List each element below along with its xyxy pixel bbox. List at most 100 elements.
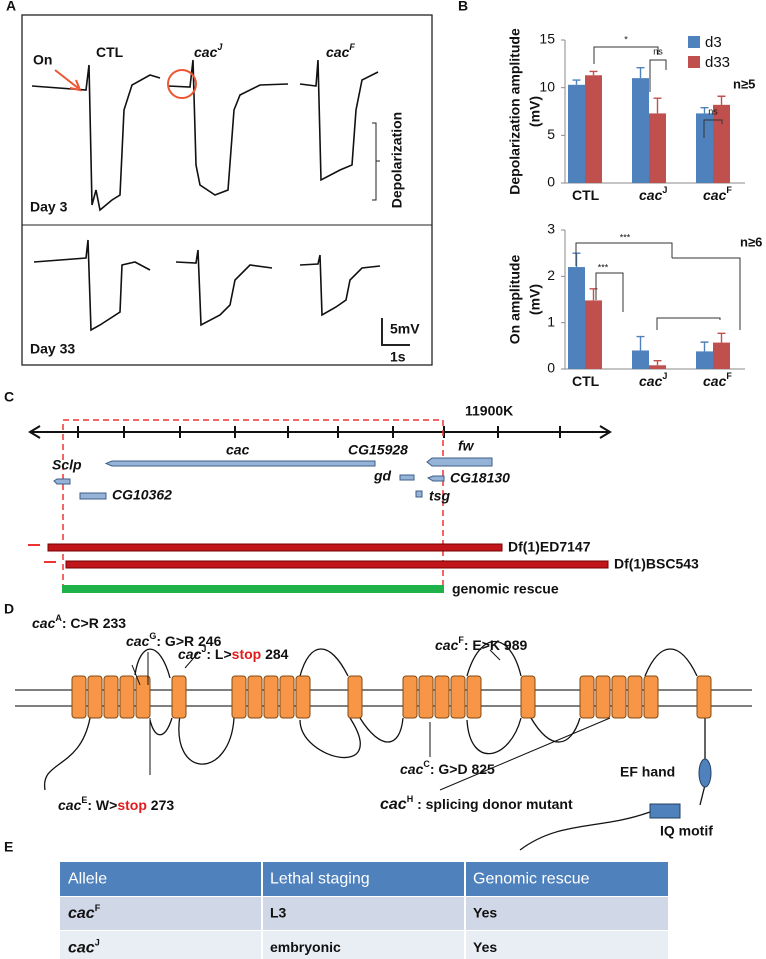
error-bar [572,79,581,85]
ef-hand-label: EF hand [620,764,675,780]
tm-segments [71,675,712,719]
error-bar [589,70,598,76]
on-label: On [33,52,52,68]
error-bar [636,335,645,351]
axis-arrows [28,425,612,439]
gene-bars [53,457,493,500]
x-tick-label: cacF [703,371,732,388]
trace [175,249,273,327]
error-bar [653,97,662,114]
text-part: cac [68,940,95,957]
legend-label: d3 [705,34,722,51]
tm-segment [171,675,187,719]
text-part: cac [400,761,424,777]
deficiency-label: Df(1)BSC543 [614,556,699,572]
text-part: : G>D 825 [430,761,495,777]
bar [632,78,649,183]
text-part: cac [126,633,150,649]
x-tick-label: cacF [703,185,732,202]
gene-label: fw [458,438,475,454]
table-cell: cacJ [68,938,100,957]
mutation-label: cacG: G>R 246 [126,631,222,648]
text-part: cac [58,797,82,813]
y-tick-label: 0 [547,360,555,376]
gene-label: gd [373,468,392,484]
error-bar [700,341,709,352]
iq-motif [649,803,681,819]
text-part: stop [117,797,147,813]
tm-segment [247,675,263,719]
sig-label: *** [598,262,609,272]
table-cell: Yes [473,905,497,921]
bracket [372,122,380,201]
y-axis-label: (mV) [527,284,543,315]
iq-motif-label: IQ motif [660,823,713,839]
header-cell: Allele [68,871,107,888]
mutation-label: cacJ: L>stop 284 [178,644,289,661]
text-part: J [662,185,667,195]
text-part: cac [178,646,202,662]
tm-segment [295,675,311,719]
mutation-label: cacA: C>R 233 [32,613,126,630]
panel-label: D [4,601,14,617]
rescue-label: genomic rescue [452,581,559,597]
trace [31,64,161,212]
text-part: J [201,644,206,654]
deficiency-label: Df(1)ED7147 [508,539,591,555]
y-axis-label: Depolarization amplitude [507,28,523,195]
gene-label: CG18130 [450,470,510,486]
arrow [54,69,82,92]
x-tick-label: CTL [572,373,600,389]
bar [632,350,649,369]
scale-bar [381,318,410,346]
y-tick-label: 15 [539,31,555,47]
scale-t: 1s [390,349,406,365]
text-part: F [95,903,101,913]
text-part: F [726,185,732,195]
tm-segment [418,675,434,719]
tm-segment [466,675,482,719]
y-tick-label: 5 [547,126,555,142]
gene-label: tsg [429,488,450,504]
text-part: : splicing donor mutant [413,796,573,812]
trace [299,254,381,317]
text-part: H [407,794,414,804]
highlight-circle [167,69,197,99]
gene-label: CG10362 [112,487,172,503]
sig-bracket [593,46,723,138]
condition: cacJ [194,42,223,59]
y-axis-label: On amplitude [507,255,523,345]
tm-segment [402,675,418,719]
error-bar [636,66,645,79]
panel-label: E [4,839,13,855]
mutation-label: cacF: E>K 989 [435,635,527,652]
error-bar [653,359,662,366]
panel-label: B [458,0,468,14]
position-label: 11900K [465,403,513,419]
mutation-label: cacC: G>D 825 [400,759,495,776]
tm-segment [643,675,659,719]
x-tick-label: cacJ [639,371,667,388]
tm-segment [579,675,595,719]
bar [568,84,585,183]
gene-label: cac [226,442,250,458]
gene-label: Sclp [52,457,82,473]
day-label: Day 33 [30,341,75,357]
header-cell: Lethal staging [270,871,370,888]
text-part: C [423,759,430,769]
table-cell: Yes [473,939,497,955]
bar [585,300,602,369]
text-part: cac [639,187,663,203]
condition: cacF [326,42,355,59]
tm-segment [347,675,363,719]
n-label: n≥5 [733,76,755,91]
x-tick-label: CTL [572,187,600,203]
scale-v: 5mV [390,321,420,337]
table-cell: cacF [68,903,101,922]
table-row [60,931,668,959]
text-part: cac [639,373,663,389]
sig-label: ns [708,106,718,116]
